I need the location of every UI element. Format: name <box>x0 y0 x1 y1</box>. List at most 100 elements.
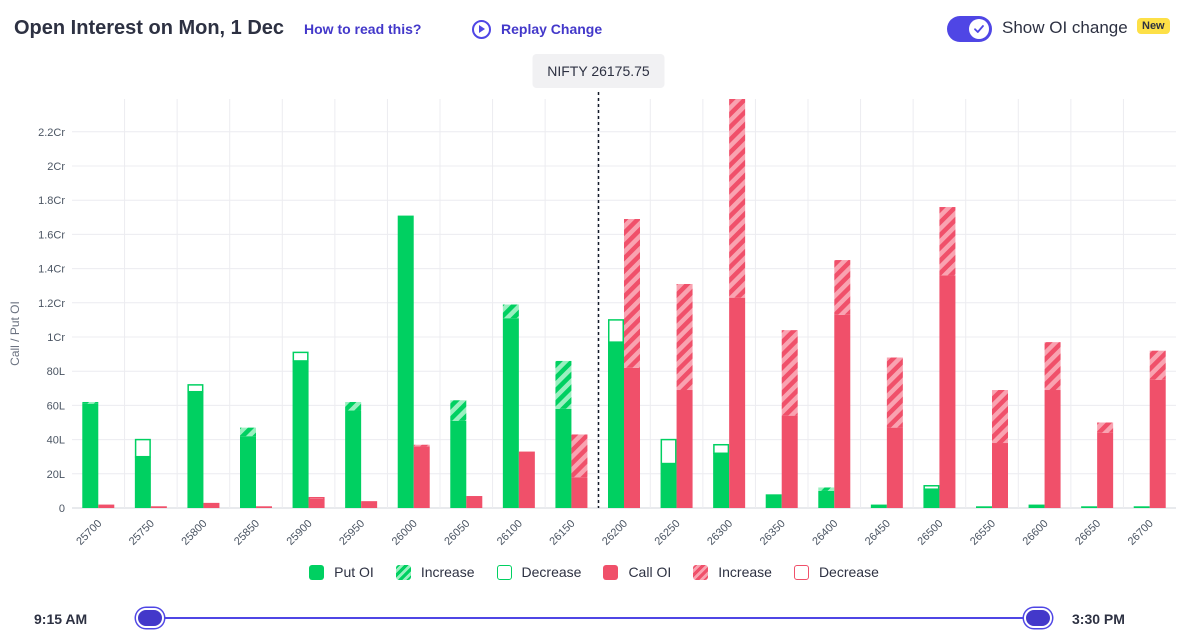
call-oi-bar[interactable] <box>781 415 798 508</box>
call-oi-bar[interactable] <box>256 506 272 508</box>
call-increase-bar[interactable] <box>413 444 430 447</box>
legend-call-oi[interactable]: Call OI <box>603 564 671 580</box>
put-decrease-bar[interactable] <box>292 351 309 362</box>
replay-change-button[interactable]: Replay Change <box>472 18 602 40</box>
put-decrease-bar[interactable] <box>608 319 624 343</box>
put-oi-bar[interactable] <box>502 318 519 508</box>
put-increase-bar[interactable] <box>82 401 99 404</box>
x-tick-label: 26650 <box>1073 518 1103 548</box>
y-tick-label: 40L <box>47 435 65 447</box>
x-tick-label: 25750 <box>127 518 157 548</box>
put-increase-bar[interactable] <box>818 487 835 491</box>
call-oi-bar[interactable] <box>466 496 483 508</box>
put-oi-bar[interactable] <box>1028 504 1045 508</box>
put-decrease-bar[interactable] <box>660 438 677 465</box>
call-increase-bar[interactable] <box>939 207 956 276</box>
call-increase-bar[interactable] <box>834 260 851 315</box>
put-oi-bar[interactable] <box>240 436 256 508</box>
time-slider-start-handle[interactable] <box>136 608 164 628</box>
call-oi-bar[interactable] <box>571 477 588 508</box>
put-increase-bar[interactable] <box>555 360 572 409</box>
y-tick-label: 1.4Cr <box>38 264 65 276</box>
call-increase-bar[interactable] <box>624 219 640 368</box>
call-oi-bar[interactable] <box>1149 379 1166 508</box>
put-decrease-bar[interactable] <box>713 443 730 455</box>
call-oi-bar[interactable] <box>1044 390 1061 508</box>
call-oi-bar[interactable] <box>992 443 1008 508</box>
call-oi-bar[interactable] <box>98 504 115 508</box>
put-increase-bar[interactable] <box>502 304 519 319</box>
call-oi-bar[interactable] <box>939 275 956 508</box>
call-increase-bar[interactable] <box>781 330 798 416</box>
put-oi-bar[interactable] <box>765 494 782 508</box>
call-oi-bar[interactable] <box>886 427 903 508</box>
put-oi-bar[interactable] <box>1133 506 1150 508</box>
put-oi-bar[interactable] <box>870 504 887 508</box>
put-oi-bar[interactable] <box>292 360 309 508</box>
call-oi-bar[interactable] <box>1097 432 1114 508</box>
put-oi-bar[interactable] <box>1081 506 1098 508</box>
show-oi-change-toggle[interactable] <box>947 16 992 42</box>
call-increase-bar[interactable] <box>1097 422 1114 433</box>
put-oi-bar[interactable] <box>345 410 362 508</box>
put-decrease-bar[interactable] <box>923 485 940 490</box>
call-oi-bar[interactable] <box>624 367 640 508</box>
time-slider-end-handle[interactable] <box>1024 608 1052 628</box>
x-tick-label: 26250 <box>653 518 683 548</box>
legend-put-decrease[interactable]: Decrease <box>496 564 581 580</box>
call-increase-bar[interactable] <box>1149 350 1166 380</box>
put-oi-bar[interactable] <box>397 215 414 508</box>
put-oi-bar[interactable] <box>82 403 99 508</box>
put-oi-bar[interactable] <box>555 408 572 508</box>
spot-price-box <box>532 54 665 88</box>
put-oi-bar[interactable] <box>660 463 677 508</box>
legend-call-decrease[interactable]: Decrease <box>793 564 879 580</box>
put-increase-bar[interactable] <box>240 427 256 437</box>
put-oi-bar[interactable] <box>923 489 940 508</box>
call-increase-bar[interactable] <box>676 283 693 391</box>
put-increase-bar[interactable] <box>345 401 362 411</box>
call-increase-bar[interactable] <box>571 434 588 478</box>
x-tick-label: 26000 <box>390 518 420 548</box>
put-oi-bar[interactable] <box>608 342 624 508</box>
call-increase-bar[interactable] <box>992 390 1008 444</box>
legend-put-oi[interactable]: Put OI <box>309 564 374 580</box>
call-oi-bar[interactable] <box>150 506 167 508</box>
call-oi-bar[interactable] <box>834 314 851 508</box>
put-oi-bar[interactable] <box>134 456 151 508</box>
put-decrease-bar[interactable] <box>134 438 151 458</box>
put-oi-bar[interactable] <box>818 490 835 508</box>
y-tick-label: 80L <box>47 366 65 378</box>
call-oi-bar[interactable] <box>361 501 378 508</box>
call-increase-bar[interactable] <box>1044 342 1061 391</box>
call-oi-bar[interactable] <box>676 390 693 508</box>
put-increase-bar[interactable] <box>450 400 467 421</box>
legend-put-increase[interactable]: Increase <box>395 564 475 580</box>
call-oi-bar[interactable] <box>203 502 220 508</box>
call-oi-bar[interactable] <box>308 499 325 508</box>
put-oi-bar[interactable] <box>976 506 992 508</box>
time-slider-track[interactable] <box>150 617 1038 619</box>
put-oi-bar[interactable] <box>713 453 730 508</box>
put-decrease-bar[interactable] <box>187 384 204 393</box>
call-oi-bar[interactable] <box>729 297 746 508</box>
call-oi-bar[interactable] <box>413 446 430 508</box>
chart-legend: Put OI Increase Decrease Call OI Increas… <box>0 560 1188 584</box>
legend-call-increase[interactable]: Increase <box>693 564 772 580</box>
call-increase-swatch <box>693 564 709 580</box>
put-oi-bar[interactable] <box>187 391 204 508</box>
call-decrease-swatch <box>793 564 809 580</box>
how-to-read-link[interactable]: How to read this? <box>304 21 422 37</box>
check-icon <box>969 19 989 39</box>
put-oi-swatch <box>309 564 325 580</box>
call-decrease-bar[interactable] <box>308 496 325 501</box>
x-tick-label: 25800 <box>179 518 209 548</box>
x-tick-label: 26600 <box>1021 518 1051 548</box>
call-increase-bar[interactable] <box>886 357 903 428</box>
put-decrease-swatch <box>496 564 512 580</box>
call-oi-swatch <box>603 564 619 580</box>
put-oi-bar[interactable] <box>450 420 467 508</box>
x-tick-label: 26550 <box>968 518 998 548</box>
call-increase-bar[interactable] <box>729 99 746 298</box>
call-oi-bar[interactable] <box>518 451 535 508</box>
